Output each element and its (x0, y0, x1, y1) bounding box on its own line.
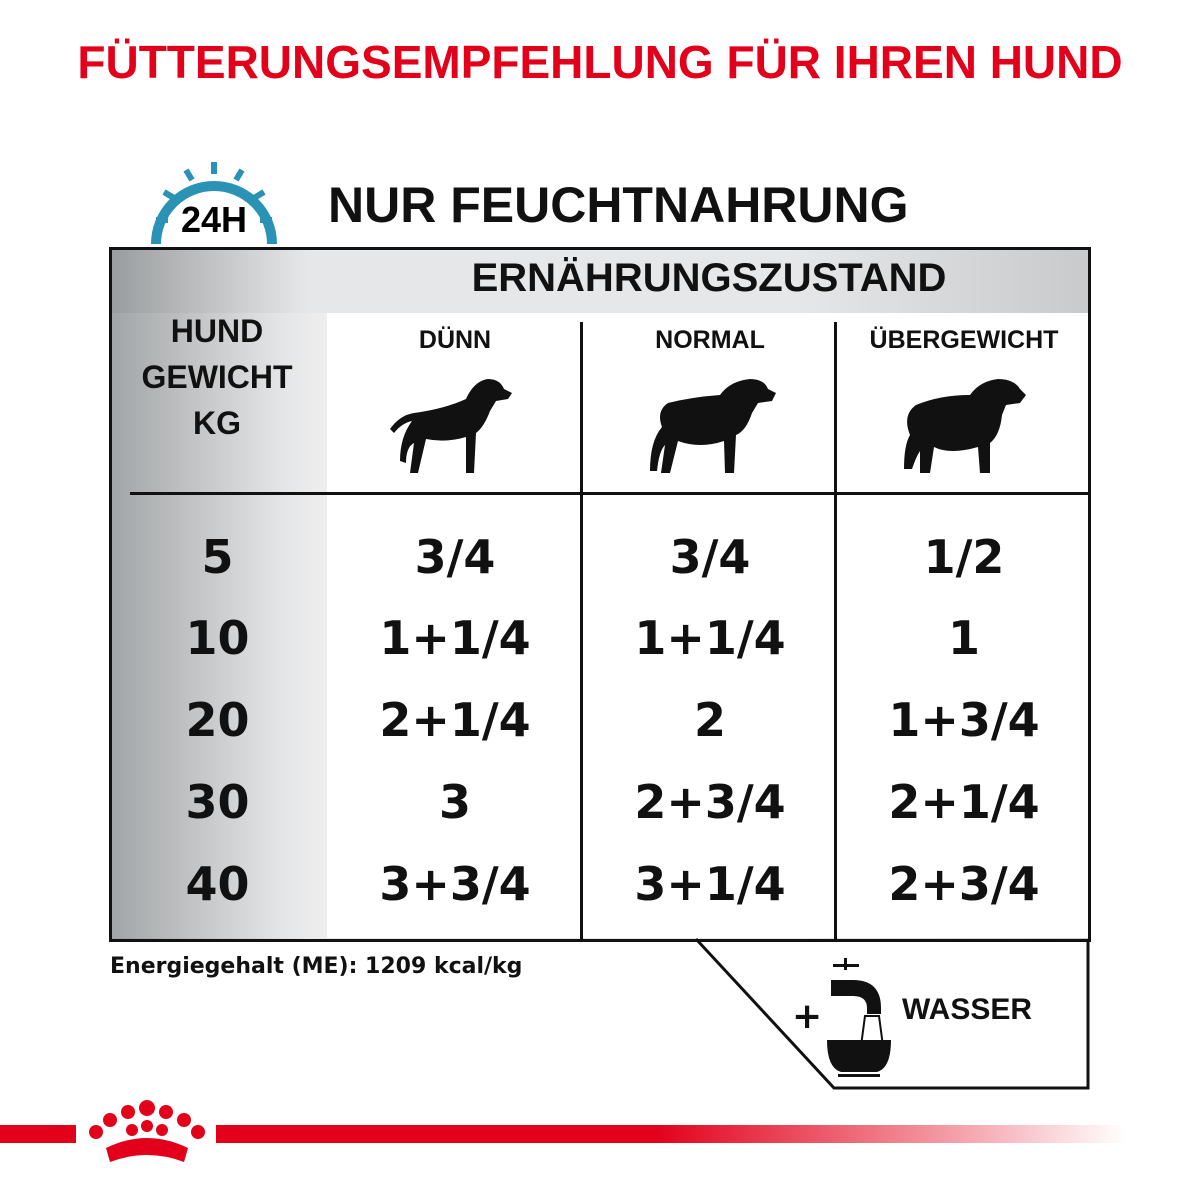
portion-cell: 1+1/4 (379, 611, 531, 665)
clock-24h-icon: 24H (151, 162, 277, 245)
page-title: FÜTTERUNGSEMPFEHLUNG FÜR IHREN HUND (77, 36, 1123, 88)
header-divider (130, 492, 1088, 495)
group-header: ERNÄHRUNGSZUSTAND (471, 256, 947, 300)
weight-header-line: KG (193, 405, 241, 441)
portion-cell: 1+1/4 (634, 611, 786, 665)
subtitle: NUR FEUCHTNAHRUNG (328, 177, 909, 233)
royal-canin-crown-logo (89, 1100, 205, 1162)
weight-header: HUND GEWICHT KG (112, 308, 322, 446)
portion-cell: 2+3/4 (888, 857, 1040, 911)
portion-cell: 3/4 (669, 530, 751, 584)
weight-cell: 10 (185, 611, 250, 665)
portion-cell: 3+3/4 (379, 857, 531, 911)
portion-cell: 2 (693, 693, 726, 747)
clock-label: 24H (181, 199, 247, 240)
weight-cell: 5 (201, 530, 234, 584)
portion-cell: 2+1/4 (888, 775, 1040, 829)
weight-cell: 20 (185, 693, 250, 747)
portion-cell: 3/4 (414, 530, 496, 584)
brand-line-left (0, 1125, 76, 1143)
column-header-overweight: ÜBERGEWICHT (869, 326, 1059, 354)
overweight-dog-icon (904, 379, 1026, 473)
plus-sign: + (792, 996, 823, 1037)
energy-content: Energiegehalt (ME): 1209 kcal/kg (110, 954, 523, 979)
weight-header-line: HUND (170, 313, 264, 349)
portion-cell: 1/2 (923, 530, 1005, 584)
weight-header-line: GEWICHT (141, 359, 293, 395)
column-header-normal: NORMAL (655, 326, 765, 354)
portion-cell: 3 (438, 775, 471, 829)
water-box (694, 937, 1090, 1090)
weight-cell: 40 (185, 857, 250, 911)
column-divider (834, 322, 837, 940)
portion-cell: 1 (947, 611, 980, 665)
water-label: WASSER (902, 993, 1033, 1026)
water-tap-bowl-icon (827, 958, 891, 1077)
brand-line-right (216, 1125, 1126, 1143)
thin-dog-icon (390, 379, 512, 473)
portion-cell: 2+3/4 (634, 775, 786, 829)
portion-cell: 3+1/4 (634, 857, 786, 911)
portion-cell: 2+1/4 (379, 693, 531, 747)
weight-cell: 30 (185, 775, 250, 829)
portion-cell: 1+3/4 (888, 693, 1040, 747)
normal-dog-icon (650, 379, 776, 473)
weight-column-bg (112, 313, 327, 938)
column-header-thin: DÜNN (418, 326, 492, 354)
column-divider (580, 322, 583, 940)
